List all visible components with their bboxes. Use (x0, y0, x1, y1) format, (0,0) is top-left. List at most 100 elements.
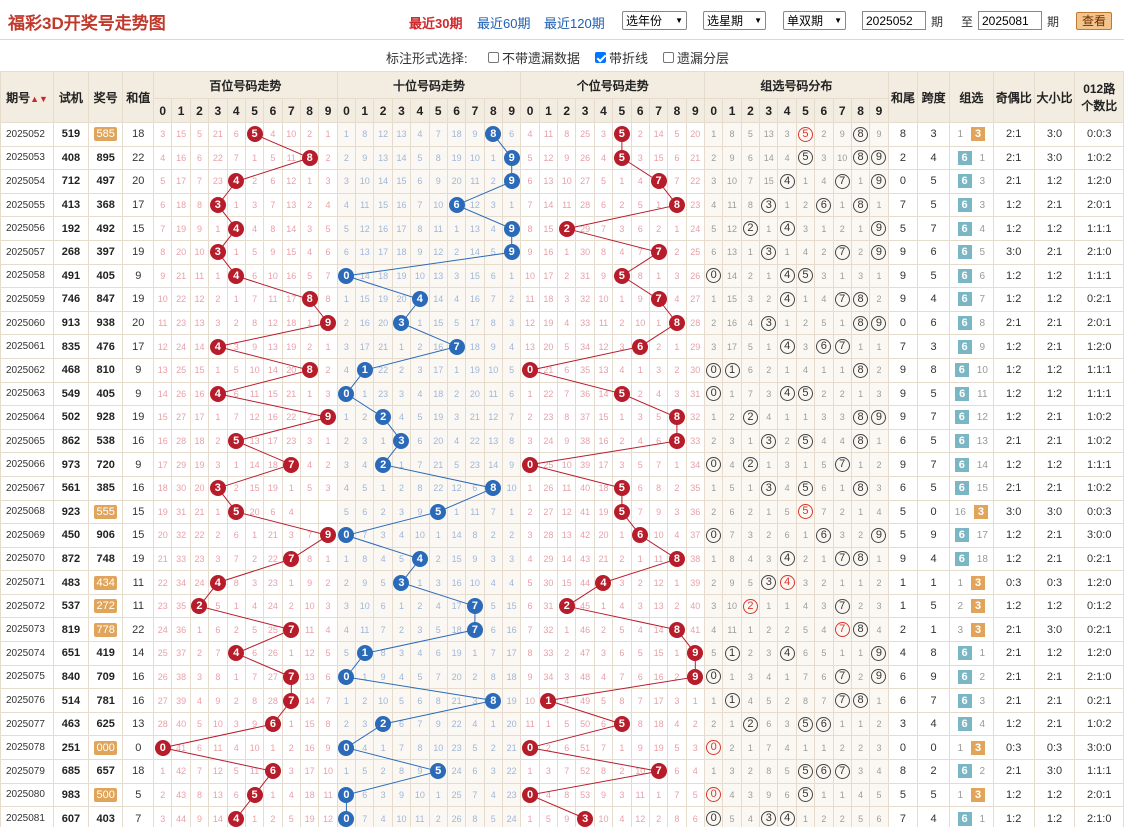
omission-cell: 25 (263, 617, 283, 643)
omission-cell: 2 (501, 523, 522, 548)
digit-ball: 2 (191, 598, 208, 615)
digit-header: 5 (612, 98, 632, 123)
omission-cell: 2 (814, 381, 834, 407)
omission-cell: 15 (648, 641, 669, 666)
omission-count: 16 (433, 341, 444, 352)
omission-count: 14 (157, 388, 168, 399)
omission-cell: 3 (318, 381, 338, 407)
omission-cell: 1 (869, 263, 889, 289)
sort-icon[interactable]: ▲▼ (30, 93, 48, 104)
omission-count: 23 (157, 601, 168, 612)
omission-cell: 4 (318, 617, 338, 643)
omission-cell: 10 (465, 570, 485, 595)
omission-count: 15 (176, 129, 187, 140)
table-row: 2025052 519 585 18 3 15 5 21 6 5 4 10 2 1 1 8 12 13 4 7 18 9 8… (0, 122, 1124, 147)
odd-even-cell: 1:2 (992, 711, 1035, 737)
omission-count: 1 (564, 624, 570, 635)
omission-count: 12 (378, 129, 389, 140)
omission-cell: 8 (722, 546, 742, 572)
option-no-omission[interactable]: 不带遗漏数据 (488, 48, 580, 67)
from-period-input[interactable] (862, 11, 926, 30)
road-012-cell: 0:2:1 (1074, 688, 1124, 713)
omission-cell: 13 (355, 239, 375, 265)
link-recent-30[interactable]: 最近30期 (409, 16, 463, 31)
period-cell: 2025076 (0, 688, 55, 713)
group-digit-marker: 3 (761, 575, 777, 591)
group-hit-cell: 7 (832, 688, 852, 713)
omission-count: 21 (286, 388, 297, 399)
group-hit-cell: 4 (777, 287, 797, 312)
digit-ball: 4 (209, 385, 226, 402)
period-cell: 2025070 (0, 546, 55, 572)
omission-count: 1 (215, 506, 221, 517)
sum-tail-cell: 6 (887, 428, 919, 454)
to-period-input[interactable] (978, 11, 1042, 30)
odd-even-cell: 2:1 (992, 617, 1035, 643)
query-button[interactable]: 查看 (1076, 12, 1112, 30)
omission-cell: 2 (869, 711, 889, 737)
omission-count: 2 (637, 129, 643, 140)
omission-count: 2 (839, 223, 845, 234)
omission-cell: 26 (538, 475, 559, 501)
year-select[interactable]: 选年份 ▼ (622, 11, 687, 30)
omission-count: 2 (656, 341, 662, 352)
omission-cell: 2 (299, 405, 320, 430)
table-row: 2025075 840 709 16 26 38 3 8 1 7 27 7 13 6 0 1 9 4 5 7 20 2 8 1… (0, 664, 1124, 690)
omission-count: 1 (858, 506, 864, 517)
link-recent-60[interactable]: 最近60期 (477, 16, 531, 31)
group-digit-marker: 8 (853, 197, 869, 213)
omission-cell: 9 (593, 782, 614, 808)
omission-count: 3 (674, 695, 680, 706)
digit-header: 5 (795, 98, 816, 123)
omission-count: 2 (674, 483, 680, 494)
link-recent-120[interactable]: 最近120期 (544, 16, 605, 31)
omission-count: 2 (509, 294, 515, 305)
zuxuan-omission: 3 (979, 200, 986, 212)
omission-cell: 1 (850, 641, 871, 666)
checkbox-layered[interactable] (663, 52, 674, 63)
omission-count: 2 (270, 813, 276, 824)
sum-cell: 7 (122, 806, 155, 827)
omission-count: 4 (362, 459, 368, 470)
test-number-cell: 607 (53, 806, 89, 827)
digit-ball: 9 (503, 244, 520, 261)
digit-ball: 8 (668, 315, 685, 332)
omission-cell: 6 (685, 806, 706, 827)
big-small-cell: 1:2 (1033, 169, 1076, 194)
omission-cell: 42 (575, 523, 595, 548)
omission-count: 10 (635, 766, 646, 777)
week-select[interactable]: 选星期 ▼ (703, 11, 766, 30)
omission-count: 1 (288, 719, 294, 730)
omission-cell: 2 (740, 263, 761, 289)
digit-ball: 0 (522, 362, 539, 379)
digit-ball: 9 (687, 668, 704, 685)
digit-ball: 5 (228, 503, 245, 520)
option-layered[interactable]: 遗漏分层 (663, 48, 729, 67)
omission-cell: 6 (630, 664, 650, 690)
checkbox-polyline[interactable] (595, 52, 606, 63)
table-row: 2025068 923 555 15 19 31 21 1 5 20 6 4 5 6 2 3 9 5 1 11 7 1 2 2… (0, 499, 1124, 525)
group-digit-marker: 7 (834, 291, 850, 307)
col-prize-label: 奖号 (93, 90, 118, 105)
omission-count: 3 (325, 483, 331, 494)
omission-cell: 21 (685, 145, 706, 171)
digit-hit-cell: 0 (153, 735, 173, 761)
omission-count: 6 (270, 506, 276, 517)
omission-cell: 4 (391, 664, 412, 690)
omission-cell: 4 (722, 782, 742, 808)
omission-cell: 5 (740, 122, 761, 147)
omission-cell: 19 (263, 475, 283, 501)
digit-header: 4 (410, 98, 430, 123)
omission-cell: 10 (299, 593, 320, 619)
omission-count: 7 (637, 247, 643, 258)
road-012-cell: 2:1:0 (1074, 239, 1124, 265)
road-012-cell: 1:2:0 (1074, 334, 1124, 359)
omission-count: 1 (674, 577, 680, 588)
omission-count: 16 (396, 200, 407, 211)
parity-select[interactable]: 单双期 ▼ (783, 11, 846, 30)
omission-count: 9 (766, 789, 772, 800)
option-polyline[interactable]: 带折线 (595, 48, 648, 67)
checkbox-no-omission[interactable] (488, 52, 499, 63)
omission-cell: 5 (373, 570, 393, 595)
omission-cell: 20 (593, 523, 614, 548)
